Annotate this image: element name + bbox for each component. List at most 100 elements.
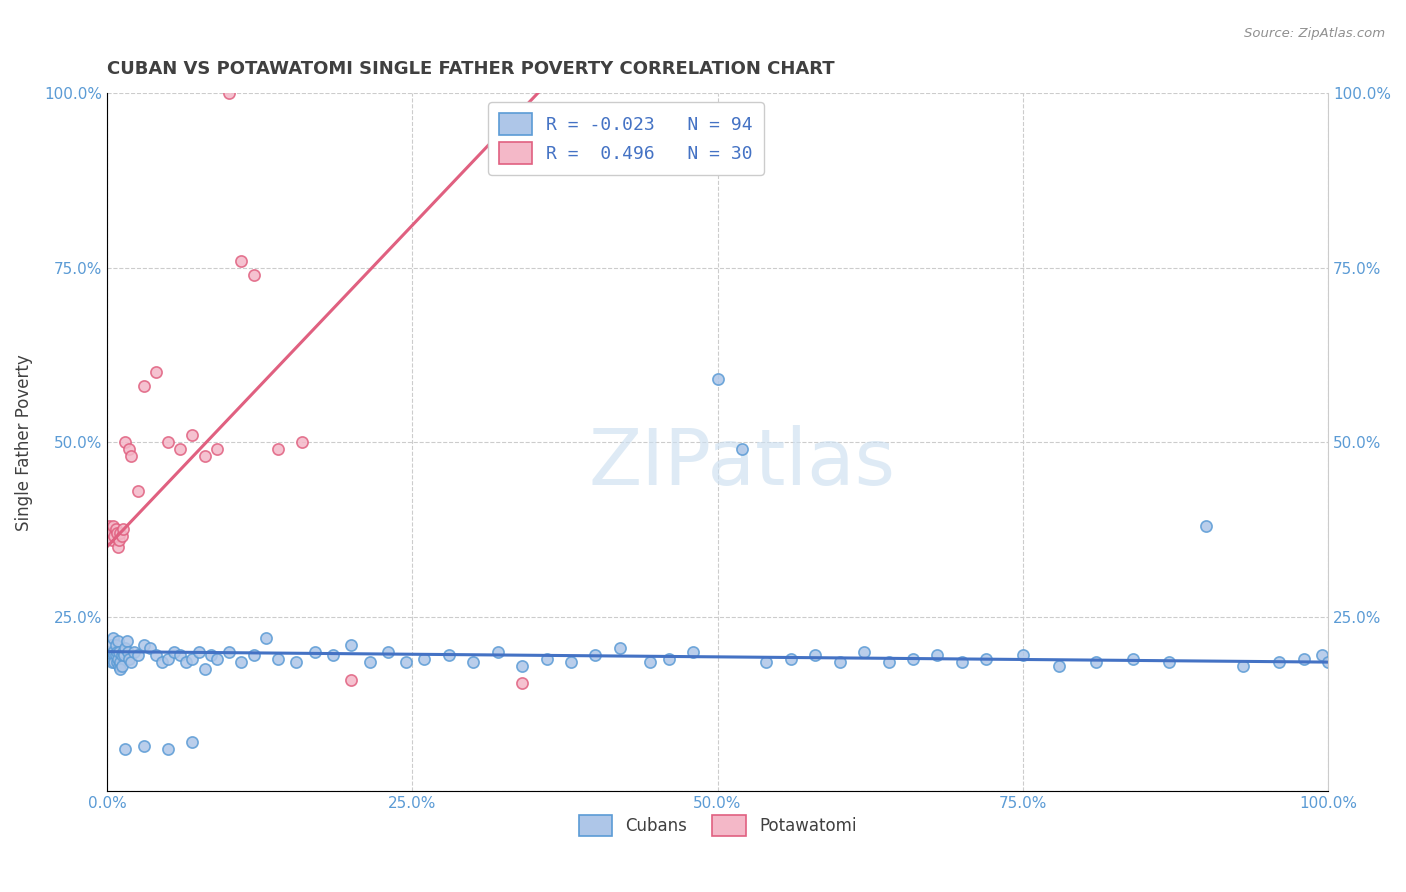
Point [127,648,149,662]
Point [111,523,134,537]
Point [1268,655,1291,669]
Point [120,655,142,669]
Point [108,533,131,547]
Point [100,638,122,652]
Point [510,658,533,673]
Point [218,86,240,100]
Point [304,645,326,659]
Point [111,648,134,662]
Point [377,645,399,659]
Point [104,648,127,662]
Point [105,525,128,540]
Point [1122,651,1144,665]
Point [157,435,180,450]
Point [105,645,128,659]
Point [560,655,582,669]
Point [111,658,134,673]
Text: CUBAN VS POTAWATOMI SINGLE FATHER POVERTY CORRELATION CHART: CUBAN VS POTAWATOMI SINGLE FATHER POVERT… [107,60,835,78]
Point [340,638,363,652]
Point [157,742,180,756]
Point [127,483,149,498]
Point [105,655,128,669]
Point [103,655,125,669]
Point [98,645,121,659]
Point [176,655,198,669]
Point [163,645,186,659]
Point [950,655,973,669]
Point [114,742,136,756]
Point [291,435,314,450]
Point [138,641,160,656]
Point [110,525,132,540]
Point [1011,648,1033,662]
Point [640,655,662,669]
Point [111,529,134,543]
Point [231,655,253,669]
Point [804,648,827,662]
Point [108,658,131,673]
Point [115,634,138,648]
Point [101,519,124,533]
Point [231,253,253,268]
Point [779,651,801,665]
Point [1085,655,1108,669]
Point [877,655,900,669]
Point [200,648,222,662]
Point [413,651,436,665]
Point [107,651,129,665]
Point [1049,658,1071,673]
Point [169,442,191,457]
Point [658,651,681,665]
Point [101,533,124,547]
Point [112,648,135,662]
Point [267,442,290,457]
Point [145,365,167,379]
Point [755,655,778,669]
Point [395,655,418,669]
Point [122,645,145,659]
Point [1195,519,1218,533]
Point [98,519,121,533]
Point [110,655,132,669]
Point [181,428,204,442]
Point [1292,651,1315,665]
Point [731,442,754,457]
Point [609,641,631,656]
Point [974,651,997,665]
Text: ZIPatlas: ZIPatlas [589,425,896,501]
Point [181,735,204,749]
Point [101,645,124,659]
Point [120,449,142,463]
Point [254,631,277,645]
Point [205,651,228,665]
Point [205,442,228,457]
Point [194,662,217,676]
Point [706,372,728,386]
Point [114,641,136,656]
Point [101,631,124,645]
Point [132,379,155,393]
Point [218,645,240,659]
Y-axis label: Single Father Poverty: Single Father Poverty [15,354,32,531]
Point [1317,655,1340,669]
Point [107,634,129,648]
Point [100,525,122,540]
Point [583,648,606,662]
Point [118,442,141,457]
Point [927,648,949,662]
Point [132,638,155,652]
Point [437,648,460,662]
Point [828,655,851,669]
Point [107,540,129,554]
Point [463,655,485,669]
Point [285,655,308,669]
Point [169,648,191,662]
Point [510,676,533,690]
Point [340,673,363,687]
Point [242,268,264,282]
Point [536,651,558,665]
Point [103,529,125,543]
Point [104,523,127,537]
Point [1159,655,1181,669]
Legend: Cubans, Potawatomi: Cubans, Potawatomi [572,809,863,842]
